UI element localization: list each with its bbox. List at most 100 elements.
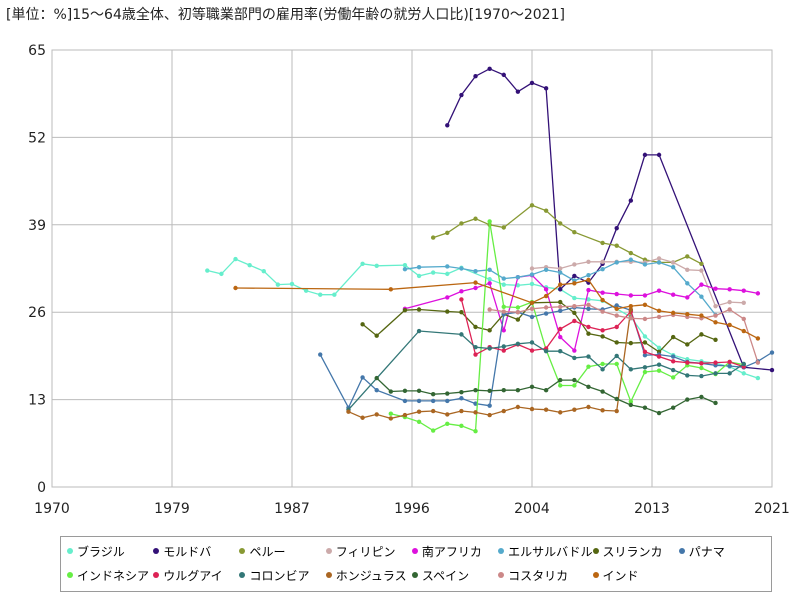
data-point [275, 282, 281, 287]
data-point [685, 360, 690, 365]
data-point [473, 324, 478, 330]
series-line [489, 304, 759, 363]
y-tick-label: 26 [28, 305, 46, 321]
data-point [543, 86, 549, 91]
data-point [501, 225, 506, 230]
data-point [445, 421, 450, 427]
data-point [487, 412, 492, 418]
data-point [628, 340, 634, 346]
legend-marker [411, 572, 418, 578]
legend-label: モルドバ [163, 544, 212, 559]
data-point [699, 268, 704, 273]
data-point [670, 334, 676, 340]
data-point [487, 66, 492, 72]
legend-label: エルサルバドル [508, 544, 593, 559]
data-point [558, 299, 563, 305]
legend-marker [239, 572, 246, 578]
data-point [529, 348, 535, 353]
legend-marker [153, 572, 160, 578]
data-point [572, 383, 577, 388]
data-point [501, 304, 506, 310]
data-point [487, 219, 492, 224]
data-point [445, 309, 450, 314]
data-point [614, 306, 619, 312]
series-line [207, 258, 759, 379]
data-point [656, 354, 662, 359]
data-point [586, 306, 591, 312]
y-tick-label: 52 [28, 130, 46, 146]
legend-marker [239, 548, 246, 554]
x-tick-label: 1979 [154, 501, 190, 517]
data-point [586, 331, 591, 336]
data-point [586, 297, 591, 302]
legend-item: コロンビア [239, 564, 325, 586]
series-group [205, 66, 775, 434]
data-point [459, 332, 464, 337]
data-point [473, 74, 478, 79]
data-point [727, 299, 732, 305]
data-point [558, 348, 563, 354]
data-point [543, 305, 549, 310]
chart-title: [単位：%]15～64歳全体、初等職業部門の雇用率(労働年齢の就労人口比)[19… [6, 7, 565, 23]
y-tick-label: 0 [37, 480, 46, 496]
legend-marker [498, 548, 505, 554]
data-point [543, 267, 549, 273]
legend-label: コロンビア [249, 568, 310, 583]
data-point [501, 387, 506, 393]
data-point [741, 316, 746, 322]
data-point [614, 396, 619, 402]
data-point [558, 287, 563, 292]
data-point [670, 310, 676, 316]
data-point [642, 152, 648, 158]
data-point [713, 313, 718, 318]
data-point [600, 290, 605, 295]
data-point [487, 388, 492, 394]
data-point [445, 230, 450, 236]
legend-item: スリランカ [592, 540, 679, 562]
data-point [572, 348, 577, 353]
data-point [501, 348, 506, 353]
series-line [404, 274, 759, 352]
data-point [473, 216, 478, 221]
data-point [529, 384, 535, 390]
data-point [402, 266, 408, 272]
data-point [586, 259, 591, 264]
data-point [600, 408, 605, 413]
data-point [430, 235, 436, 240]
data-point [402, 307, 408, 313]
line-chart: 1970 1979 1987 1996 2004 2013 2021 0 13 26 39 52 65 [28, 43, 790, 517]
data-point [473, 268, 478, 274]
data-point [600, 334, 605, 339]
data-point [699, 261, 704, 266]
data-point [346, 409, 351, 414]
data-point [600, 367, 605, 372]
data-point [543, 311, 549, 316]
x-tick-label: 2004 [514, 501, 550, 517]
data-point [515, 89, 521, 94]
data-point [515, 404, 521, 410]
data-point [670, 359, 676, 364]
data-point [487, 307, 492, 312]
data-point [360, 322, 365, 327]
data-point [572, 310, 577, 316]
data-point [614, 303, 619, 308]
data-point [572, 229, 577, 235]
data-point [473, 352, 478, 357]
data-point [543, 407, 549, 412]
data-point [670, 375, 676, 380]
data-point [642, 365, 648, 370]
data-point [656, 314, 662, 320]
data-point [529, 203, 535, 208]
data-point [529, 266, 535, 271]
data-point [459, 297, 464, 302]
data-point [233, 256, 238, 262]
data-point [416, 388, 422, 394]
data-point [473, 285, 478, 291]
legend-label: インド [602, 568, 639, 583]
data-point [713, 337, 718, 342]
legend-label: ブラジル [77, 544, 125, 559]
x-tick-label: 1970 [34, 501, 70, 517]
legend-marker [411, 548, 418, 554]
legend-marker [592, 572, 599, 578]
data-point [586, 354, 591, 359]
